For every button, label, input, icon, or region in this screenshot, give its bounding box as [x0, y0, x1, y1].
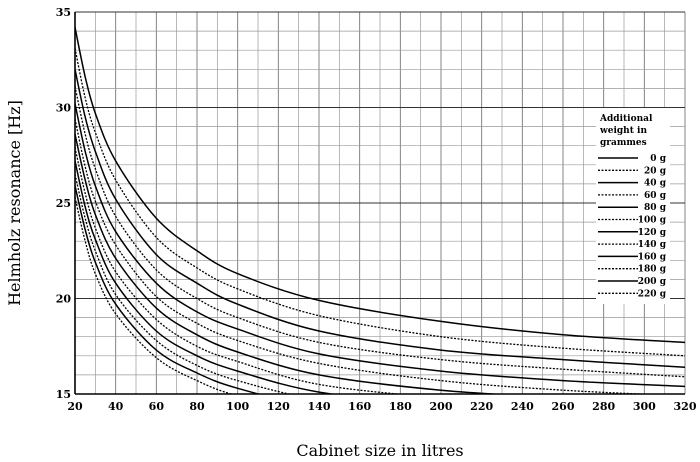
- y-tick-label: 20: [56, 293, 72, 306]
- legend-label: 0 g: [650, 154, 666, 164]
- x-tick-label: 20: [67, 400, 83, 413]
- x-tick-label: 220: [470, 400, 493, 413]
- x-tick-label: 260: [552, 400, 575, 413]
- legend-label: 80 g: [644, 203, 667, 213]
- x-tick-label: 80: [189, 400, 205, 413]
- legend-label: 160 g: [638, 252, 667, 262]
- x-tick-label: 140: [308, 400, 331, 413]
- legend-label: 100 g: [638, 216, 667, 226]
- x-tick-label: 300: [633, 400, 656, 413]
- tick-labels: 20 40 60 80 100 120 140 160 180 200 220 240 260 280 30…: [56, 6, 697, 413]
- legend-label: 120 g: [638, 228, 667, 238]
- x-tick-label: 200: [430, 400, 453, 413]
- legend-label: 40 g: [644, 179, 667, 189]
- legend-label: 220 g: [638, 289, 667, 299]
- legend-label: 60 g: [644, 191, 667, 201]
- y-tick-label: 25: [56, 197, 71, 210]
- legend-title: weight in: [599, 126, 647, 136]
- series-line: [75, 174, 293, 394]
- y-axis-title: Helmholz resonance [Hz]: [5, 100, 24, 306]
- legend-title: Additional: [599, 114, 653, 124]
- legend-box: [596, 108, 670, 304]
- x-tick-label: 160: [348, 400, 371, 413]
- series-line: [75, 185, 262, 394]
- x-axis-title: Cabinet size in litres: [296, 441, 463, 460]
- legend-label: 180 g: [638, 265, 667, 275]
- series-line: [75, 118, 656, 394]
- y-tick-label: 35: [56, 6, 71, 19]
- legend-label: 140 g: [638, 240, 667, 250]
- axes: [74, 12, 685, 395]
- x-tick-label: 40: [108, 400, 124, 413]
- y-tick-label: 15: [56, 388, 71, 401]
- x-tick-label: 240: [511, 400, 534, 413]
- series-line: [75, 197, 234, 394]
- series-line: [75, 134, 505, 394]
- x-tick-label: 320: [674, 400, 697, 413]
- series-line: [75, 103, 685, 388]
- legend-label: 200 g: [638, 277, 667, 287]
- legend-title: grammes: [600, 138, 647, 148]
- series-line: [75, 160, 337, 394]
- series-line: [75, 27, 685, 344]
- x-tick-label: 100: [226, 400, 249, 413]
- x-tick-label: 280: [592, 400, 615, 413]
- x-tick-label: 60: [149, 400, 165, 413]
- legend-label: 20 g: [644, 166, 667, 176]
- x-tick-label: 120: [267, 400, 290, 413]
- x-tick-label: 180: [389, 400, 412, 413]
- series-line: [75, 69, 685, 369]
- curves: [75, 27, 685, 394]
- series-line: [75, 86, 685, 378]
- series-line: [75, 48, 685, 357]
- y-tick-label: 30: [56, 102, 72, 115]
